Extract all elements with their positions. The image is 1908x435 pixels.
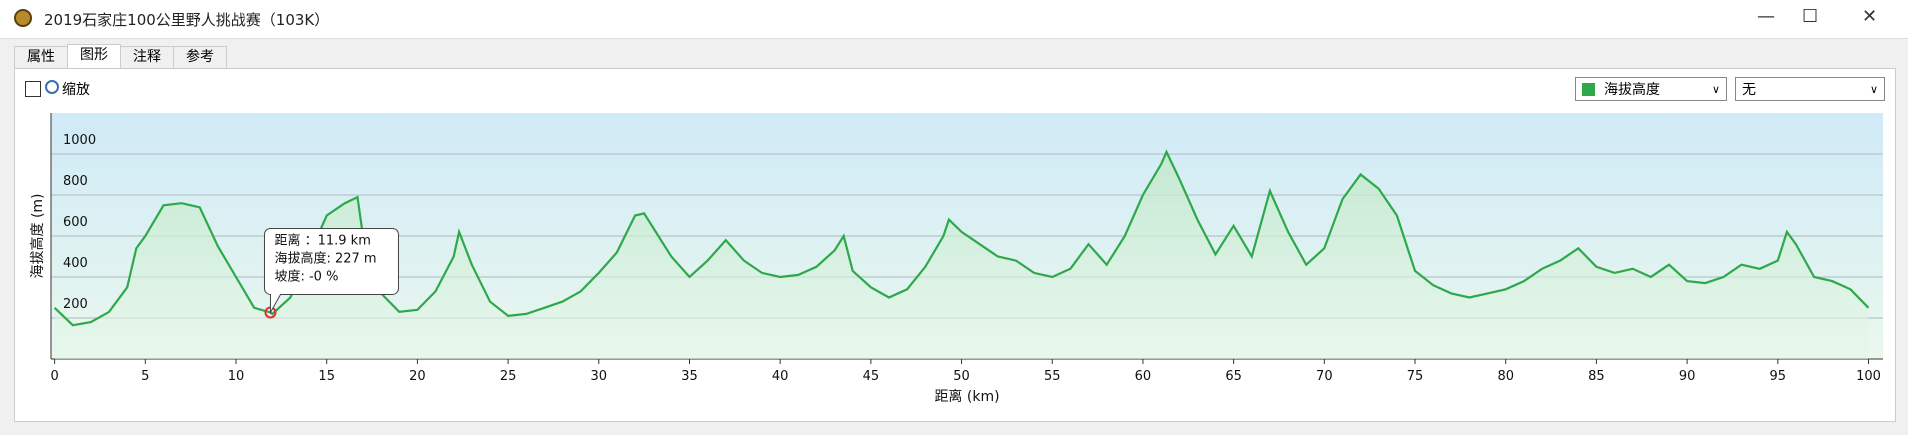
x-tick-label: 95: [1770, 369, 1787, 384]
series-dropdown[interactable]: 海拔高度 ∨: [1575, 77, 1727, 101]
x-tick-label: 45: [863, 369, 880, 384]
x-tick-label: 50: [953, 369, 970, 384]
x-tick-label: 80: [1497, 369, 1514, 384]
x-tick-label: 35: [681, 369, 698, 384]
x-tick-label: 0: [50, 369, 58, 384]
secondary-dropdown[interactable]: 无 ∨: [1735, 77, 1885, 101]
x-tick-label: 90: [1679, 369, 1696, 384]
x-tick-label: 40: [772, 369, 789, 384]
series-name: 海拔高度: [1604, 82, 1660, 98]
x-axis-label: 距离 (km): [934, 388, 999, 405]
window-title: 2019石家庄100公里野人挑战赛（103K）: [44, 11, 330, 29]
minimize-button[interactable]: —: [1757, 6, 1775, 27]
y-tick-label: 200: [63, 297, 88, 312]
app-icon: [14, 9, 32, 27]
dropdown-text: 无: [1742, 82, 1756, 98]
tooltip-line: 海拔高度: 227 m: [274, 250, 376, 266]
x-tick-label: 70: [1316, 369, 1333, 384]
close-button[interactable]: ✕: [1862, 6, 1878, 27]
zoom-icon: [45, 80, 59, 94]
x-tick-label: 75: [1407, 369, 1424, 384]
elevation-area: [54, 151, 1869, 359]
x-tick-label: 10: [228, 369, 245, 384]
x-tick-label: 55: [1044, 369, 1061, 384]
series-swatch: [1582, 83, 1595, 96]
x-tick-label: 5: [141, 369, 149, 384]
y-tick-label: 400: [63, 256, 88, 271]
tooltip-line: 坡度: -0 %: [274, 268, 338, 284]
y-tick-label: 1000: [63, 133, 96, 148]
tab-strip: 属性 图形 注释 参考: [14, 44, 227, 69]
tab[interactable]: 属性: [14, 46, 68, 69]
y-axis-label: 海拔高度 (m): [29, 193, 46, 278]
y-tick-label: 600: [63, 215, 88, 230]
tab[interactable]: 参考: [173, 46, 227, 69]
y-tick-label: 800: [63, 174, 88, 189]
x-tick-label: 85: [1588, 369, 1605, 384]
x-tick-label: 65: [1225, 369, 1242, 384]
x-tick-label: 100: [1856, 369, 1881, 384]
x-tick-label: 25: [500, 369, 517, 384]
x-tick-label: 20: [409, 369, 426, 384]
x-tick-label: 15: [318, 369, 335, 384]
title-bar: 2019石家庄100公里野人挑战赛（103K） — ☐ ✕: [0, 0, 1908, 39]
elevation-line: [53, 149, 1870, 327]
tooltip-box: [263, 227, 399, 315]
zoom-label: 缩放: [62, 82, 90, 98]
x-tick-label: 30: [591, 369, 608, 384]
tooltip-line: 距离 ：11.9 km: [274, 232, 370, 248]
x-tick-label: 60: [1135, 369, 1152, 384]
maximize-button[interactable]: ☐: [1802, 6, 1819, 27]
zoom-checkbox[interactable]: [25, 81, 41, 97]
